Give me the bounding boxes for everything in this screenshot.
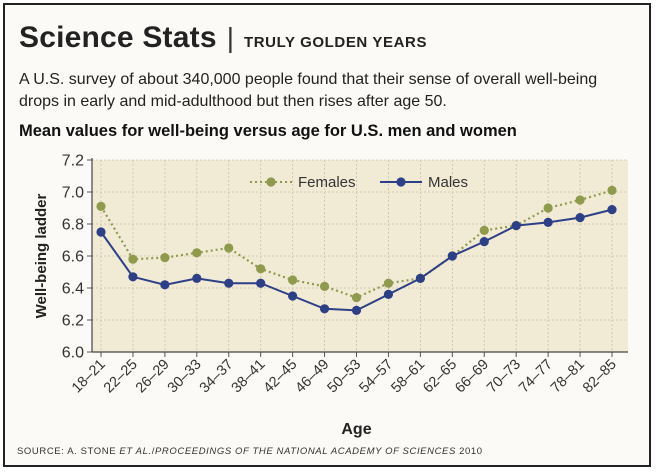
- legend-marker-females: [266, 177, 276, 187]
- data-point-females: [288, 275, 298, 285]
- source-etal: ET AL.: [119, 446, 152, 457]
- x-tick-label: 54–57: [356, 357, 396, 397]
- data-point-females: [96, 201, 106, 211]
- data-point-females: [319, 281, 330, 291]
- y-tick-label: 6.8: [62, 217, 84, 234]
- x-tick-label: 58–61: [388, 357, 428, 397]
- data-point-males: [511, 221, 521, 231]
- data-point-males: [256, 278, 266, 288]
- lede-text: A U.S. survey of about 340,000 people fo…: [19, 71, 598, 110]
- data-point-females: [192, 248, 202, 258]
- y-tick-label: 7.0: [62, 185, 84, 202]
- legend-marker-males: [396, 177, 406, 187]
- data-point-females: [543, 203, 553, 213]
- x-tick-label: 66–69: [452, 357, 492, 397]
- data-point-females: [575, 195, 585, 205]
- data-point-males: [607, 205, 617, 215]
- plot-layer: 6.0 6.2 6.4 6.6 6.8 7.0 7.2 18–2122–2526–2930–3…: [33, 153, 628, 438]
- x-tick-label: 62–65: [420, 357, 460, 397]
- data-point-females: [383, 278, 394, 288]
- legend-label-males: Males: [428, 174, 468, 191]
- page-subtitle: TRULY GOLDEN YEARS: [243, 34, 428, 51]
- x-tick-label: 82–85: [580, 357, 620, 397]
- x-tick-label: 18–21: [69, 357, 109, 397]
- source-slash: /: [151, 446, 155, 457]
- data-point-females: [224, 243, 234, 253]
- legend-label-females: Females: [298, 174, 356, 191]
- x-axis-label: Age: [341, 421, 371, 438]
- data-point-males: [575, 213, 585, 223]
- data-point-females: [607, 185, 617, 195]
- data-point-males: [288, 291, 298, 301]
- x-tick-label: 70–73: [484, 357, 524, 397]
- data-point-males: [415, 273, 425, 283]
- data-point-females: [479, 225, 489, 235]
- y-tick-label: 6.2: [62, 313, 84, 330]
- data-point-males: [128, 272, 138, 282]
- page-title: Science Stats: [19, 21, 217, 54]
- y-axis-label: Well-being ladder: [33, 193, 50, 318]
- source-year: 2010: [455, 446, 483, 457]
- x-tick-label: 34–37: [197, 357, 237, 397]
- x-tick-label: 50–53: [324, 357, 364, 397]
- x-tick-label: 38–41: [229, 357, 269, 397]
- data-point-males: [224, 278, 234, 288]
- y-tick-label: 6.4: [62, 281, 84, 298]
- data-point-males: [351, 305, 362, 315]
- chart-title: Mean values for well-being versus age fo…: [19, 122, 517, 140]
- data-point-males: [543, 217, 553, 227]
- data-point-males: [383, 289, 394, 299]
- header: Science Stats | TRULY GOLDEN YEARS: [19, 21, 427, 55]
- data-point-females: [351, 293, 362, 303]
- x-tick-label: 26–29: [133, 357, 173, 397]
- source-journal: PROCEEDINGS OF THE NATIONAL ACADEMY OF S…: [154, 446, 456, 457]
- source-prefix: SOURCE: A. STONE: [17, 446, 120, 457]
- data-point-males: [96, 227, 106, 237]
- x-tick-label: 74–77: [516, 357, 556, 397]
- data-point-males: [479, 237, 489, 247]
- data-point-males: [447, 251, 457, 261]
- y-tick-label: 6.6: [62, 249, 84, 266]
- data-point-females: [160, 253, 170, 263]
- data-point-females: [256, 264, 266, 274]
- title-separator: |: [226, 22, 234, 53]
- x-tick-label: 46–49: [293, 357, 333, 397]
- data-point-males: [192, 273, 202, 283]
- x-tick-label: 78–81: [548, 357, 588, 397]
- data-point-males: [319, 304, 330, 314]
- x-tick-label: 22–25: [101, 357, 141, 397]
- source-credit: SOURCE: A. STONE ET AL./PROCEEDINGS OF T…: [17, 446, 483, 457]
- y-tick-label: 6.0: [62, 345, 84, 362]
- data-point-males: [160, 280, 170, 290]
- data-point-females: [128, 254, 138, 264]
- x-tick-label: 42–45: [261, 357, 301, 397]
- y-tick-label: 7.2: [62, 153, 84, 170]
- x-tick-label: 30–33: [165, 357, 205, 397]
